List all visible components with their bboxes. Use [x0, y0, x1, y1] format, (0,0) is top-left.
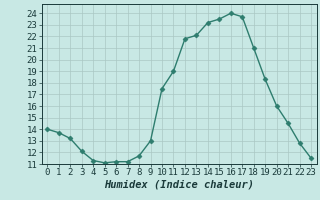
X-axis label: Humidex (Indice chaleur): Humidex (Indice chaleur) — [104, 180, 254, 190]
